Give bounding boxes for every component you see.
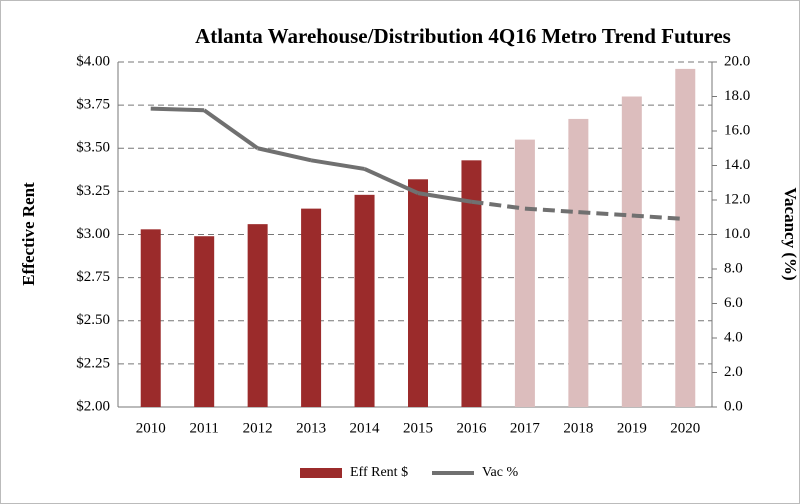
y2-tick-label: 6.0 (724, 295, 743, 311)
bar (354, 194, 375, 407)
y2-tick-label: 18.0 (724, 88, 750, 104)
vacancy-line (631, 213, 686, 221)
y2-tick-label: 14.0 (724, 157, 750, 173)
legend-label: Vac % (482, 465, 518, 480)
x-tick-label: 2016 (456, 420, 487, 436)
y2-tick-label: 0.0 (724, 398, 743, 414)
chart-title: Atlanta Warehouse/Distribution 4Q16 Metr… (195, 24, 731, 48)
x-tick-label: 2013 (296, 420, 326, 436)
y-tick-label: $2.25 (76, 355, 110, 371)
y2-tick-label: 16.0 (724, 122, 750, 138)
bar (194, 236, 215, 407)
x-tick-label: 2014 (350, 420, 381, 436)
x-tick-label: 2012 (243, 420, 273, 436)
vacancy-line (310, 158, 365, 171)
x-tick-label: 2015 (403, 420, 433, 436)
y2-tick-label: 8.0 (724, 260, 743, 276)
bar (461, 160, 482, 407)
y-tick-label: $3.50 (76, 140, 110, 156)
y-tick-label: $2.75 (76, 269, 110, 285)
vacancy-line (524, 206, 579, 215)
y2-tick-label: 12.0 (724, 191, 750, 207)
bar (675, 68, 696, 408)
vacancy-line (203, 108, 259, 150)
x-tick-label: 2017 (510, 420, 541, 436)
bar (408, 179, 428, 407)
legend-swatch (300, 468, 342, 478)
y2-tick-label: 10.0 (724, 226, 750, 242)
y-tick-label: $3.00 (76, 226, 110, 242)
y-tick-label: $3.25 (76, 183, 110, 199)
bar (247, 224, 268, 407)
bar (301, 208, 322, 407)
legend-label: Eff Rent $ (350, 465, 408, 480)
y-tick-label: $2.50 (76, 312, 110, 328)
y-axis-title: Effective Rent (19, 182, 38, 286)
x-tick-label: 2019 (617, 420, 647, 436)
bar (140, 229, 161, 407)
vacancy-line (363, 167, 419, 195)
bar (514, 139, 535, 407)
x-tick-label: 2010 (136, 420, 166, 436)
bar (621, 96, 642, 407)
bar (568, 118, 589, 408)
x-tick-label: 2018 (563, 420, 593, 436)
y-tick-label: $2.00 (76, 398, 110, 414)
y-tick-label: $4.00 (76, 53, 110, 69)
vacancy-line (578, 210, 632, 218)
x-tick-label: 2020 (670, 420, 700, 436)
y2-tick-label: 20.0 (724, 53, 750, 69)
x-tick-label: 2011 (189, 420, 218, 436)
y2-axis-title: Vacancy (%) (781, 187, 800, 280)
vacancy-line (257, 146, 312, 163)
vacancy-line (471, 199, 526, 211)
y2-tick-label: 4.0 (724, 329, 743, 345)
y2-tick-label: 2.0 (724, 364, 743, 380)
y-tick-label: $3.75 (76, 97, 110, 113)
vacancy-line (150, 106, 205, 113)
vacancy-line (417, 191, 472, 204)
